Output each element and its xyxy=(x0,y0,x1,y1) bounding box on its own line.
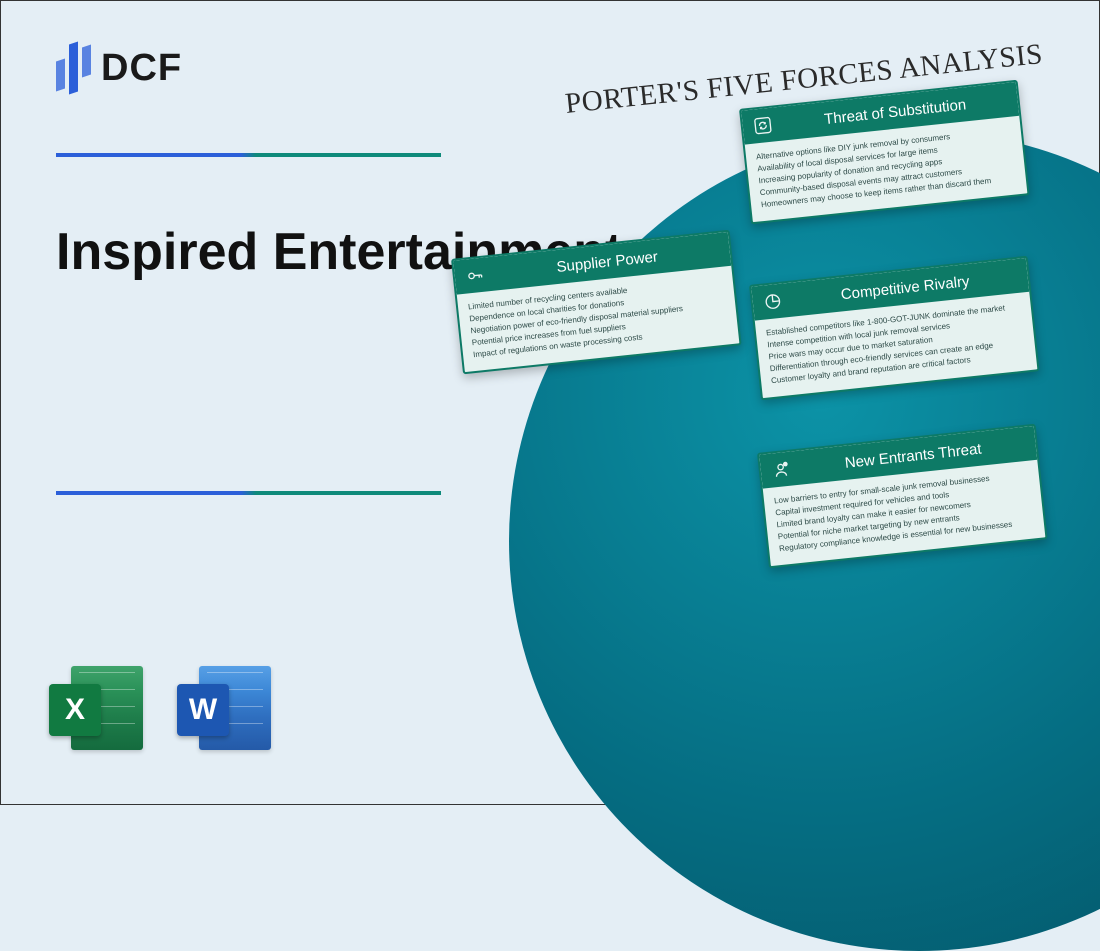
divider-top xyxy=(56,153,441,157)
word-icon: W xyxy=(177,662,277,754)
logo-bars-icon xyxy=(56,43,91,93)
pie-icon xyxy=(762,291,784,313)
app-icons: X W xyxy=(49,662,277,754)
excel-badge: X xyxy=(49,684,101,736)
divider-bottom xyxy=(56,491,441,495)
key-icon xyxy=(464,265,486,287)
excel-icon: X xyxy=(49,662,149,754)
word-badge: W xyxy=(177,684,229,736)
brand-name: DCF xyxy=(101,47,182,90)
brand-logo: DCF xyxy=(56,43,182,93)
user-plus-icon xyxy=(770,459,792,481)
refresh-icon xyxy=(752,115,774,137)
